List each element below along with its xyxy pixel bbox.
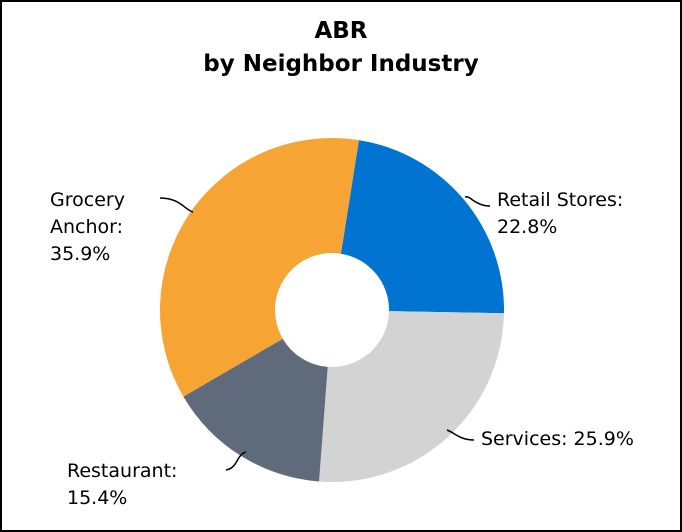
label-line: Retail Stores:: [497, 189, 623, 211]
donut-slice: [183, 338, 328, 482]
slice-label: Retail Stores:: [497, 189, 623, 211]
value-label: 15.4%: [67, 487, 127, 509]
leader-line: [159, 197, 194, 213]
leader-line: [464, 196, 491, 207]
label-line: Anchor:: [50, 216, 123, 238]
value-label: 22.8%: [497, 216, 557, 238]
value-label: 35.9%: [50, 243, 110, 265]
label-line: Restaurant:: [67, 460, 177, 482]
donut-slice: [319, 311, 504, 482]
slice-label: Grocery Anchor:: [50, 189, 125, 238]
label-line: Grocery: [50, 189, 125, 211]
donut-slice: [340, 140, 504, 314]
leader-line: [225, 451, 247, 471]
value-label: 25.9%: [574, 428, 634, 450]
leader-line: [446, 429, 475, 441]
chart-title: ABR: [314, 18, 367, 44]
label-line: Services:: [481, 428, 568, 450]
slice-label: Services:: [481, 428, 568, 450]
chart-subtitle: by Neighbor Industry: [203, 51, 478, 77]
donut-slice: [160, 137, 359, 397]
slice-label: Restaurant:: [67, 460, 177, 482]
